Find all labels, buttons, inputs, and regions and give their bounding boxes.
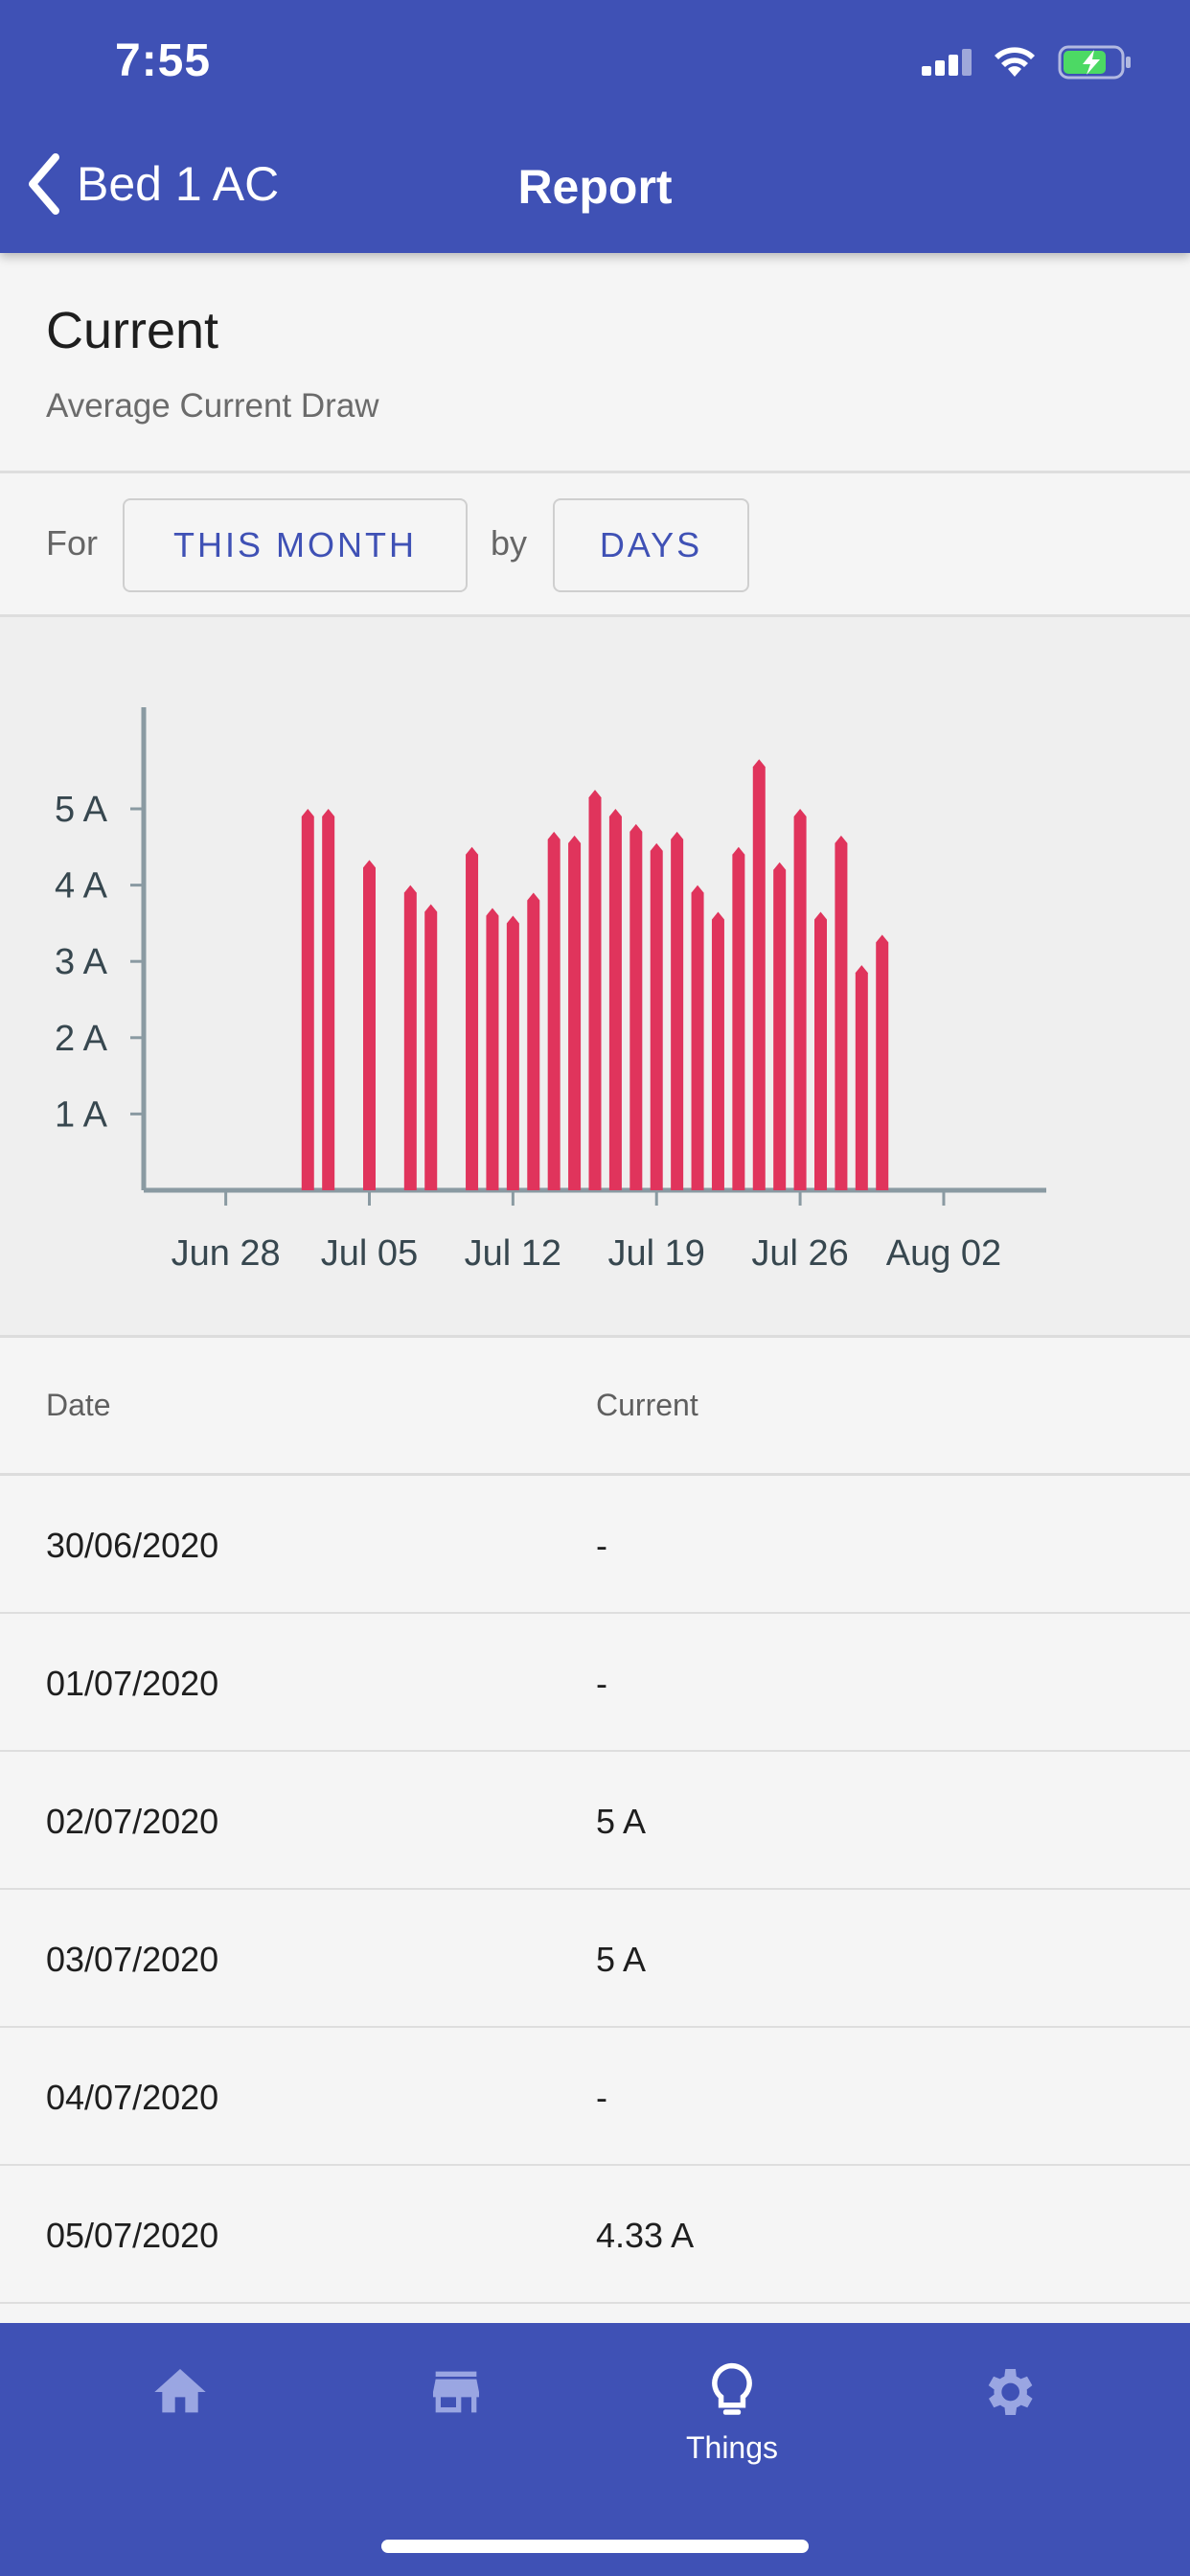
chart-bar: [671, 831, 684, 1190]
tab-bar: Things: [0, 2323, 1190, 2576]
tab-settings[interactable]: [931, 2361, 1085, 2476]
chart-bar: [855, 965, 868, 1190]
cell-date: 03/07/2020: [46, 1940, 219, 1979]
group-button[interactable]: DAYS: [553, 498, 749, 592]
y-tick-label: 4 A: [55, 866, 108, 907]
tab-store[interactable]: [379, 2361, 533, 2476]
x-tick-label: Jul 05: [321, 1233, 418, 1274]
store-icon: [433, 2371, 479, 2413]
chart-bar: [732, 846, 745, 1190]
chart-bar: [568, 835, 582, 1190]
report-title: Current: [46, 302, 219, 359]
lightbulb-icon: [712, 2362, 752, 2415]
report-header: Current Average Current Draw: [0, 253, 1190, 473]
chart-bar: [363, 860, 376, 1190]
chart-area: 1 A 2 A 3 A 4 A 5 A Jun 28 Jul 05 Jul 12 Jul 19 J…: [0, 617, 1190, 1338]
x-tick-label: Jul 12: [465, 1233, 561, 1274]
chart-bar: [629, 823, 643, 1190]
chart-bar: [466, 846, 479, 1190]
chart-bar: [650, 842, 663, 1190]
page-title-nav: Report: [517, 160, 673, 214]
back-button[interactable]: Bed 1 AC: [25, 153, 279, 215]
cell-date: 05/07/2020: [46, 2216, 219, 2255]
y-tick-label: 2 A: [55, 1019, 108, 1059]
table-row: 01/07/2020 -: [0, 1614, 1190, 1752]
cell-current: 5 A: [596, 1802, 647, 1841]
cell-date: 01/07/2020: [46, 1664, 219, 1703]
table-row: 04/07/2020 -: [0, 2028, 1190, 2166]
status-time: 7:55: [115, 35, 212, 86]
tab-home[interactable]: [103, 2361, 257, 2476]
chart-bar: [876, 934, 889, 1190]
report-subtitle: Average Current Draw: [46, 387, 379, 425]
cell-date: 04/07/2020: [46, 2078, 219, 2117]
cell-current: 4.33 A: [596, 2216, 695, 2255]
tab-things-label: Things: [685, 2430, 779, 2465]
chart-bar: [835, 835, 848, 1190]
cell-current: -: [596, 1664, 607, 1703]
tab-things[interactable]: Things: [655, 2361, 809, 2476]
status-icons: [922, 44, 1133, 80]
table-header: Date Current: [0, 1338, 1190, 1476]
chart-bar: [711, 911, 724, 1190]
signal-icon: [922, 49, 972, 76]
table-row: 02/07/2020 5 A: [0, 1752, 1190, 1890]
chart-bar: [547, 831, 561, 1190]
chevron-left-icon: [29, 153, 59, 215]
table-row: 05/07/2020 4.33 A: [0, 2166, 1190, 2304]
filter-row: For THIS MONTH by DAYS: [0, 473, 1190, 617]
period-button[interactable]: THIS MONTH: [123, 498, 468, 592]
by-label: by: [491, 523, 528, 563]
x-tick-label: Aug 02: [886, 1233, 1001, 1274]
home-indicator[interactable]: [381, 2540, 809, 2553]
chart-bar: [773, 862, 787, 1190]
x-tick-label: Jul 26: [751, 1233, 848, 1274]
cell-current: 5 A: [596, 1940, 647, 1979]
home-icon: [154, 2369, 206, 2413]
chart-bar: [527, 892, 540, 1190]
chart-bar: [424, 904, 438, 1190]
current-bar-chart: 1 A 2 A 3 A 4 A 5 A Jun 28 Jul 05 Jul 12 Jul 19 J…: [55, 707, 1046, 1274]
chart-bar: [301, 809, 314, 1190]
table-row: 30/06/2020 -: [0, 1476, 1190, 1614]
x-tick-label: Jun 28: [172, 1233, 281, 1274]
header-date: Date: [46, 1388, 111, 1422]
chart-bar: [691, 885, 704, 1190]
header-current: Current: [596, 1388, 698, 1422]
for-label: For: [46, 523, 98, 563]
top-bar: 7:55 Bed 1 AC Report: [0, 0, 1190, 253]
table-body: 30/06/2020-01/07/2020-02/07/2020 5 A 03/07…: [0, 1476, 1190, 2304]
back-label: Bed 1 AC: [77, 157, 280, 211]
gear-icon: [988, 2369, 1033, 2415]
chart-bar: [403, 885, 417, 1190]
chart-bar: [814, 911, 827, 1190]
y-tick-label: 5 A: [55, 790, 108, 830]
battery-charging-icon: [1058, 45, 1131, 80]
y-tick-label: 1 A: [55, 1094, 108, 1135]
cell-date: 30/06/2020: [46, 1526, 219, 1565]
cell-date: 02/07/2020: [46, 1802, 219, 1841]
table-row: 03/07/2020 5 A: [0, 1890, 1190, 2028]
data-table: Date Current 30/06/2020 - 01/07/2020 - 02/07…: [0, 1338, 1190, 2304]
chart-bar: [486, 908, 499, 1190]
chart-bar: [793, 809, 807, 1190]
x-tick-label: Jul 19: [608, 1233, 705, 1274]
chart-bar: [322, 809, 335, 1190]
wifi-icon: [995, 47, 1035, 77]
chart-bar: [752, 759, 766, 1190]
chart-bar: [588, 790, 602, 1190]
chart-bar: [506, 915, 519, 1190]
chart-bar: [608, 809, 622, 1190]
y-tick-label: 3 A: [55, 942, 108, 982]
cell-current: -: [596, 2078, 607, 2117]
cell-current: -: [596, 1526, 607, 1565]
